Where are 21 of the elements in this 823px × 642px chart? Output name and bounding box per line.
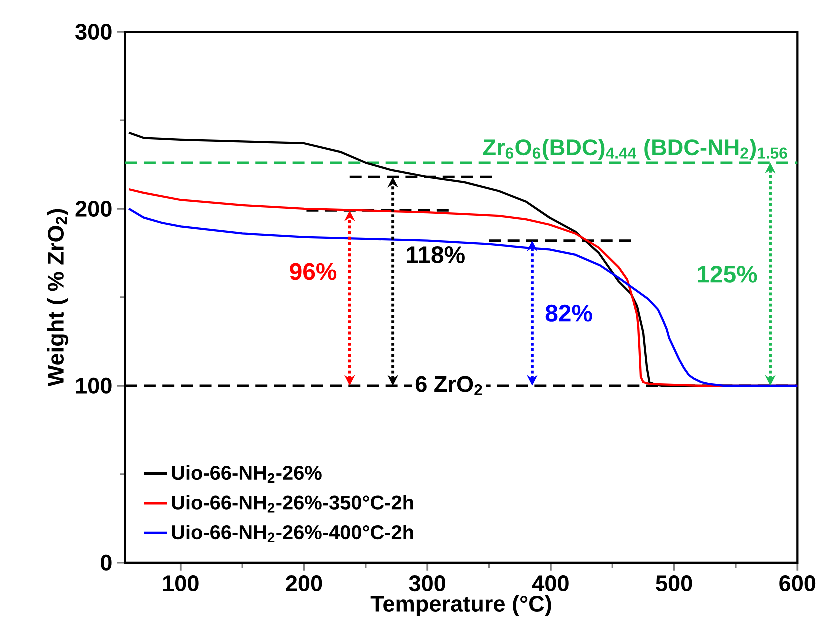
x-tick-label: 400 [532, 576, 569, 592]
y-tick-label: 0 [101, 555, 112, 572]
y-tick-label: 200 [76, 201, 112, 218]
legend-label: Uio-66-NH$_{2}$-26% [172, 466, 322, 484]
annotation: 82% [546, 305, 592, 322]
legend-label: Uio-66-NH$_{2}$-26%-350°C-2h [172, 495, 414, 514]
y-axis-title: Weight ( % ZrO$_{2}$) [47, 210, 69, 387]
x-tick-label: 600 [780, 576, 816, 592]
x-tick-label: 200 [286, 576, 322, 592]
x-tick-label: 300 [409, 576, 446, 592]
x-tick-label: 100 [163, 576, 199, 592]
x-tick-label: 500 [656, 576, 692, 592]
y-tick-label: 100 [76, 378, 112, 394]
ref-line-label: 6 ZrO$_{2}$ [416, 376, 482, 396]
y-tick-label: 300 [76, 24, 112, 40]
annotation: 96% [290, 264, 337, 280]
x-axis-title: Temperature (°C) [370, 596, 552, 617]
legend-label: Uio-66-NH$_{2}$-26%-400°C-2h [172, 525, 414, 543]
text: Zr$_{6}$O$_{6}$(BDC)$_{4.44}$ (BDC-NH$_{2}$)$_{1.56}$ [483, 139, 788, 160]
annotation: 125% [698, 266, 758, 284]
annotation: 118% [407, 246, 465, 264]
